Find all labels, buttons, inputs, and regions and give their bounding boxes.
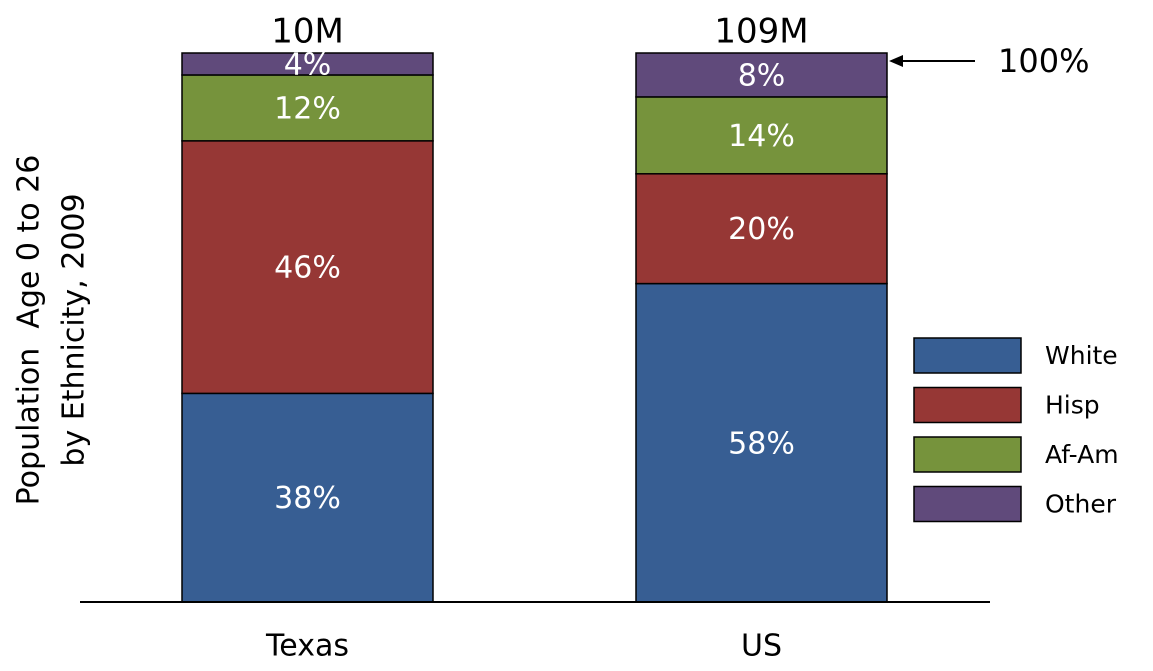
bar-segment: [635, 96, 888, 175]
total-label: 10M: [271, 12, 344, 52]
data-label: 58%: [728, 426, 795, 461]
legend-label: Other: [1045, 490, 1117, 519]
legend-label: White: [1045, 341, 1118, 370]
data-label: 12%: [274, 91, 341, 126]
bar-segment: [635, 173, 888, 285]
bar-segment: [635, 282, 888, 603]
data-label: 4%: [284, 47, 332, 82]
legend-swatch: [913, 485, 1022, 523]
bar-segment: [181, 140, 434, 395]
data-label: 38%: [274, 481, 341, 516]
data-label: 14%: [728, 119, 795, 154]
legend-swatch: [913, 337, 1022, 374]
bar-segment: [181, 52, 434, 76]
y-label-line: by Ethnicity, 2009: [57, 193, 92, 466]
y-label-line: Population Age 0 to 26: [12, 155, 47, 506]
data-label: 46%: [274, 251, 341, 286]
bar-segment: [635, 52, 888, 98]
legend-swatch: [913, 436, 1022, 473]
bar-segment: [181, 392, 434, 603]
y-axis-label: Population Age 0 to 26 by Ethnicity, 200…: [12, 155, 92, 506]
legend-label: Hisp: [1045, 391, 1100, 420]
legend-swatch: [913, 386, 1022, 424]
data-label: 8%: [738, 58, 786, 93]
arrow-head: [889, 55, 903, 67]
legend-label: Af-Am: [1045, 440, 1119, 469]
total-label: 109M: [714, 12, 808, 52]
annotation: 100%: [998, 42, 1089, 80]
data-label: 20%: [728, 212, 795, 247]
x-tick-label: Texas: [265, 629, 349, 664]
x-tick-label: US: [741, 629, 782, 664]
